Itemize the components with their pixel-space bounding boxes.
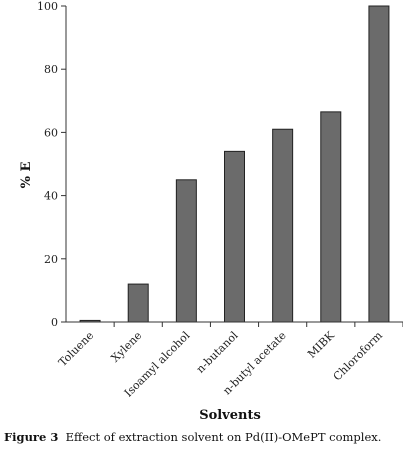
y-tick-label: 20 bbox=[44, 253, 58, 266]
y-tick-label: 60 bbox=[44, 126, 58, 139]
y-axis-ticks: 0 20 40 60 80 100 bbox=[37, 0, 66, 329]
figure-caption: Figure 3 Effect of extraction solvent on… bbox=[4, 430, 402, 444]
x-tick-label: MIBK bbox=[305, 328, 337, 360]
figure-caption-label: Figure 3 bbox=[4, 430, 59, 444]
x-tick-label: Xylene bbox=[109, 329, 145, 365]
y-tick-label: 80 bbox=[44, 63, 58, 76]
figure-caption-text: Effect of extraction solvent on Pd(II)-O… bbox=[65, 430, 382, 444]
bars bbox=[79, 5, 390, 323]
bar bbox=[224, 150, 245, 323]
x-tick-label: Toluene bbox=[56, 329, 96, 369]
bar bbox=[368, 5, 390, 323]
x-axis-title: Solvents bbox=[199, 408, 261, 423]
x-tick-label: n-butanol bbox=[194, 329, 241, 376]
bar bbox=[127, 283, 149, 323]
y-tick-label: 40 bbox=[44, 190, 58, 203]
y-tick-label: 100 bbox=[37, 0, 58, 13]
y-axis-title: % E bbox=[19, 162, 34, 189]
y-tick-label: 0 bbox=[51, 316, 58, 329]
bar bbox=[272, 128, 294, 323]
x-tick-label: Chloroform bbox=[331, 329, 386, 384]
bar bbox=[175, 179, 197, 323]
bar bbox=[320, 111, 342, 323]
